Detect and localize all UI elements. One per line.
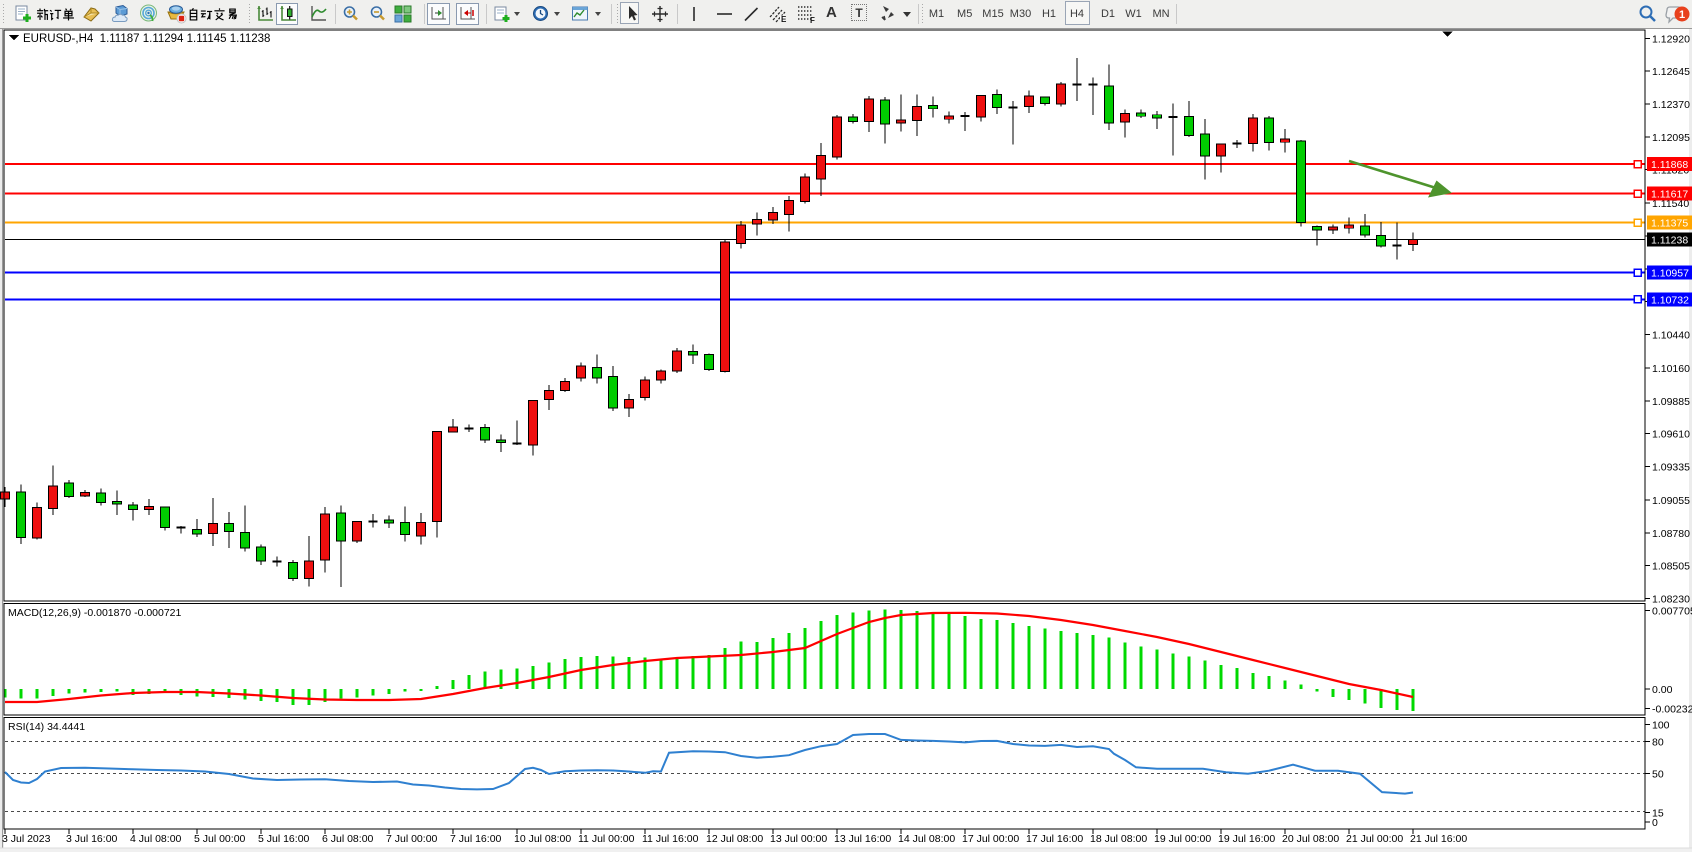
svg-text:11 Jul 00:00: 11 Jul 00:00 (578, 833, 635, 845)
svg-text:13 Jul 00:00: 13 Jul 00:00 (770, 833, 827, 845)
svg-text:21 Jul 16:00: 21 Jul 16:00 (1410, 833, 1467, 845)
svg-text:7 Jul 00:00: 7 Jul 00:00 (386, 833, 438, 845)
svg-text:1.11868: 1.11868 (1651, 159, 1688, 171)
svg-text:19 Jul 16:00: 19 Jul 16:00 (1218, 833, 1275, 845)
svg-text:10 Jul 08:00: 10 Jul 08:00 (514, 833, 571, 845)
svg-text:80: 80 (1652, 737, 1664, 749)
svg-text:1.12370: 1.12370 (1652, 99, 1690, 111)
svg-text:21 Jul 00:00: 21 Jul 00:00 (1346, 833, 1403, 845)
svg-text:1: 1 (1679, 9, 1685, 21)
svg-text:1.10957: 1.10957 (1651, 268, 1689, 280)
svg-text:1.11375: 1.11375 (1651, 218, 1688, 230)
svg-text:1.11617: 1.11617 (1651, 189, 1688, 201)
svg-text:18 Jul 08:00: 18 Jul 08:00 (1090, 833, 1147, 845)
svg-text:6 Jul 08:00: 6 Jul 08:00 (322, 833, 374, 845)
svg-text:13 Jul 16:00: 13 Jul 16:00 (834, 833, 891, 845)
svg-text:17 Jul 16:00: 17 Jul 16:00 (1026, 833, 1083, 845)
svg-text:1.11540: 1.11540 (1652, 198, 1689, 210)
svg-text:1.10160: 1.10160 (1652, 363, 1690, 375)
svg-text:3 Jul 16:00: 3 Jul 16:00 (66, 833, 118, 845)
svg-text:14 Jul 08:00: 14 Jul 08:00 (898, 833, 955, 845)
svg-text:1.10440: 1.10440 (1652, 330, 1690, 342)
svg-text:1.12920: 1.12920 (1652, 33, 1690, 45)
svg-text:MACD(12,26,9) -0.001870 -0.000: MACD(12,26,9) -0.001870 -0.000721 (8, 607, 182, 619)
svg-text:17 Jul 00:00: 17 Jul 00:00 (962, 833, 1019, 845)
svg-text:1.09610: 1.09610 (1652, 429, 1690, 441)
svg-text:100: 100 (1652, 720, 1670, 732)
svg-text:F: F (810, 16, 815, 24)
svg-text:EURUSD-,H4 1.11187 1.11294 1.: EURUSD-,H4 1.11187 1.11294 1.11145 1.112… (23, 33, 270, 45)
svg-text:5 Jul 00:00: 5 Jul 00:00 (194, 833, 246, 845)
svg-text:1.09335: 1.09335 (1652, 462, 1690, 474)
svg-text:7 Jul 16:00: 7 Jul 16:00 (450, 833, 502, 845)
svg-text:4 Jul 08:00: 4 Jul 08:00 (130, 833, 182, 845)
svg-text:1.11238: 1.11238 (1651, 235, 1688, 247)
svg-text:19 Jul 00:00: 19 Jul 00:00 (1154, 833, 1211, 845)
svg-text:11 Jul 16:00: 11 Jul 16:00 (642, 833, 699, 845)
svg-text:20 Jul 08:00: 20 Jul 08:00 (1282, 833, 1339, 845)
svg-text:RSI(14) 34.4441: RSI(14) 34.4441 (8, 721, 85, 733)
svg-text:1.10732: 1.10732 (1651, 294, 1689, 306)
svg-text:E: E (781, 15, 787, 24)
svg-text:1.08505: 1.08505 (1652, 561, 1690, 573)
svg-text:1.12645: 1.12645 (1652, 66, 1690, 78)
svg-text:50: 50 (1652, 769, 1664, 781)
svg-text:15: 15 (1652, 808, 1664, 820)
svg-text:1.08230: 1.08230 (1652, 594, 1690, 606)
svg-text:12 Jul 08:00: 12 Jul 08:00 (706, 833, 763, 845)
svg-text:-0.002326: -0.002326 (1652, 704, 1692, 716)
svg-text:1.09055: 1.09055 (1652, 495, 1690, 507)
svg-text:0.00: 0.00 (1652, 684, 1673, 696)
svg-text:1.08780: 1.08780 (1652, 528, 1690, 540)
svg-text:1.12095: 1.12095 (1652, 132, 1690, 144)
svg-text:0: 0 (1652, 817, 1658, 829)
svg-text:5 Jul 16:00: 5 Jul 16:00 (258, 833, 310, 845)
svg-text:0.007705: 0.007705 (1652, 606, 1692, 618)
svg-text:1.09885: 1.09885 (1652, 396, 1690, 408)
svg-text:3 Jul 2023: 3 Jul 2023 (2, 833, 51, 845)
